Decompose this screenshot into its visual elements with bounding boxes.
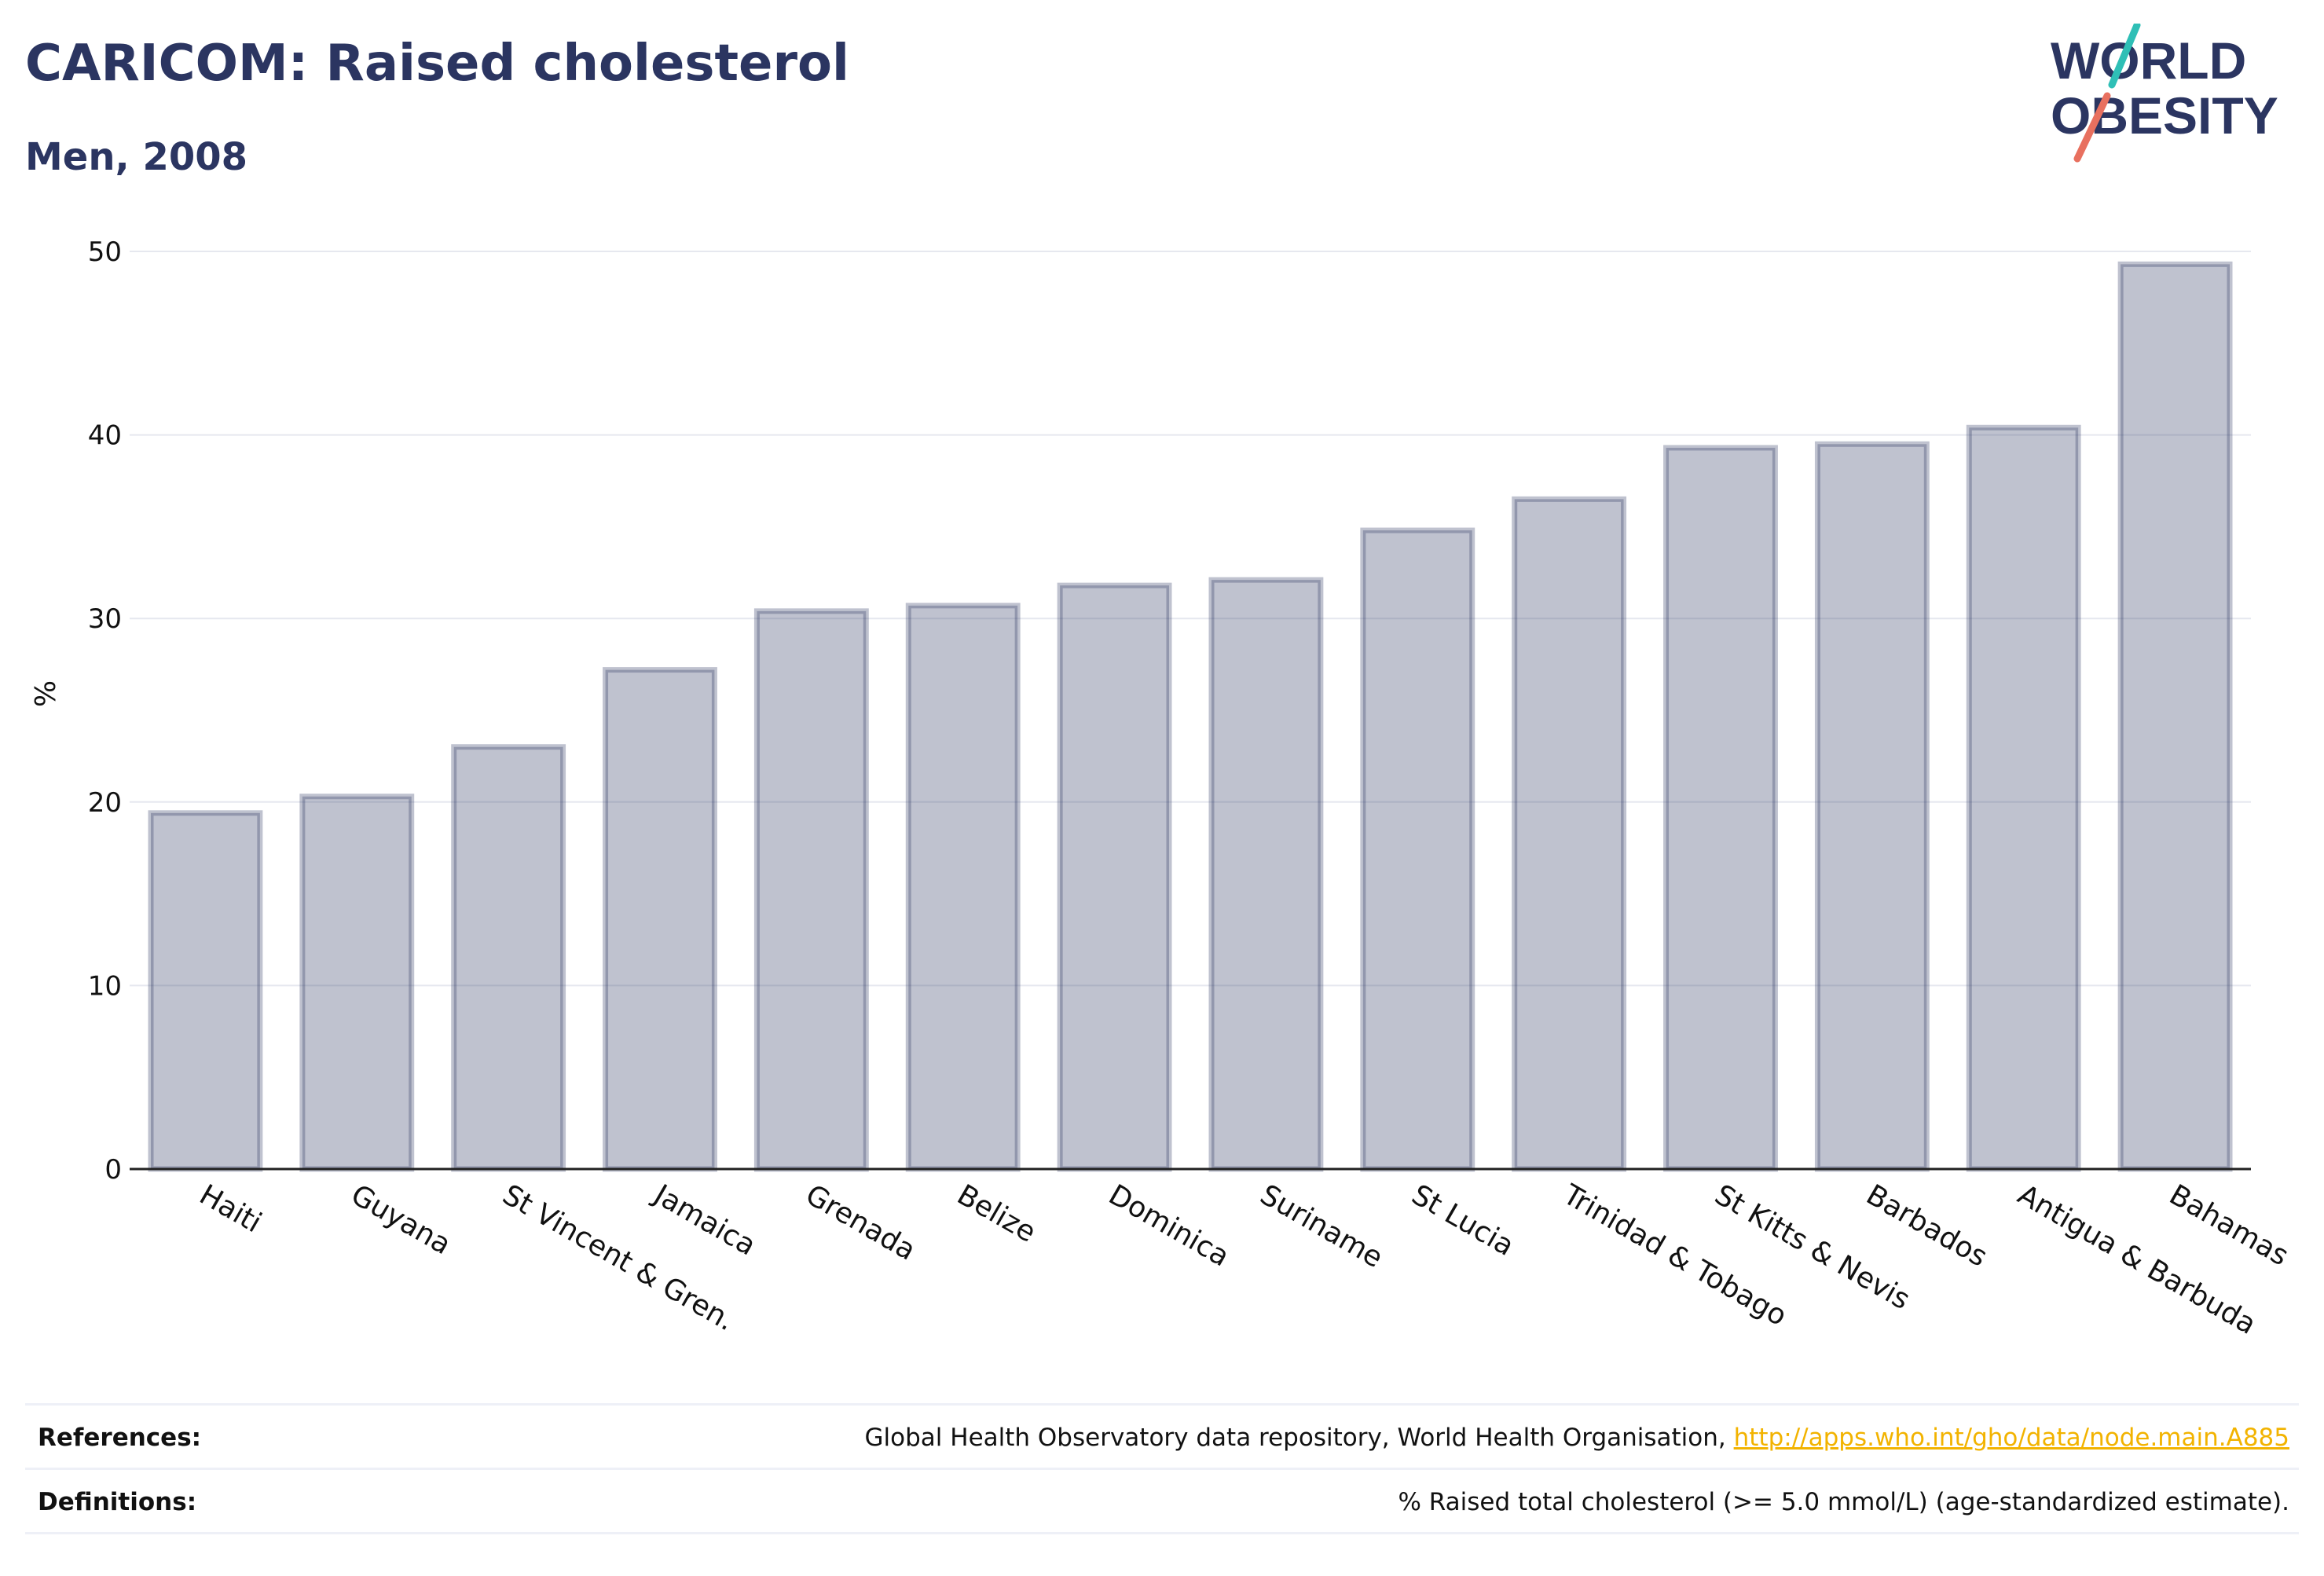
bar (905, 603, 1021, 1172)
references-value: Global Health Observatory data repositor… (865, 1424, 2289, 1452)
logo-slash-teal (2108, 24, 2141, 89)
x-tick-label: Antigua & Barbuda (2012, 1178, 2261, 1341)
x-tick-label: Belize (951, 1178, 1041, 1248)
x-tick-label: Bahamas (2164, 1178, 2294, 1272)
x-tick-label: Grenada (800, 1178, 921, 1266)
bar (148, 810, 263, 1172)
bar (2117, 261, 2233, 1172)
references-link[interactable]: http://apps.who.int/gho/data/node.main.A… (1733, 1424, 2289, 1452)
x-tick-label: Dominica (1103, 1178, 1234, 1273)
bar (1814, 441, 1930, 1172)
bar (1663, 445, 1778, 1172)
bar (451, 744, 566, 1172)
references-text: Global Health Observatory data repositor… (864, 1424, 1734, 1452)
y-tick-label: 50 (88, 236, 122, 268)
footer-divider-middle (25, 1468, 2299, 1470)
x-tick-label: St Lucia (1406, 1178, 1519, 1263)
footer-divider-top (25, 1403, 2299, 1406)
chart-subtitle: Men, 2008 (25, 135, 248, 179)
bar (1360, 527, 1475, 1172)
definitions-label: Definitions: (38, 1488, 197, 1516)
x-tick-label: Jamaica (647, 1178, 761, 1262)
y-tick-label: 0 (104, 1154, 122, 1186)
y-axis-label: % (30, 680, 62, 707)
y-tick-label: 40 (88, 420, 122, 452)
bars (148, 261, 2233, 1172)
x-tick-label: Haiti (194, 1178, 267, 1239)
references-label: References: (38, 1424, 202, 1452)
grid-lines (130, 251, 2251, 987)
bar (1966, 424, 2081, 1172)
world-obesity-logo: WORLD OBESITY (2051, 24, 2278, 163)
bar (299, 793, 415, 1172)
bar (1208, 577, 1324, 1172)
logo-line1: WORLD (2051, 31, 2246, 90)
logo-slash-coral (2073, 92, 2111, 163)
bar (603, 667, 717, 1172)
y-tick-label: 20 (88, 787, 122, 819)
y-tick-label: 10 (88, 970, 122, 1002)
x-tick-label: Suriname (1255, 1178, 1388, 1274)
bar (1512, 496, 1627, 1172)
bar (753, 608, 869, 1172)
x-tick-label: Guyana (346, 1178, 456, 1261)
x-tick-label: Barbados (1860, 1178, 1992, 1274)
definitions-text: % Raised total cholesterol (>= 5.0 mmol/… (1398, 1488, 2289, 1516)
footer-divider-bottom (25, 1532, 2299, 1534)
y-tick-label: 30 (88, 603, 122, 635)
bar (1057, 582, 1172, 1172)
chart-title: CARICOM: Raised cholesterol (25, 35, 849, 93)
